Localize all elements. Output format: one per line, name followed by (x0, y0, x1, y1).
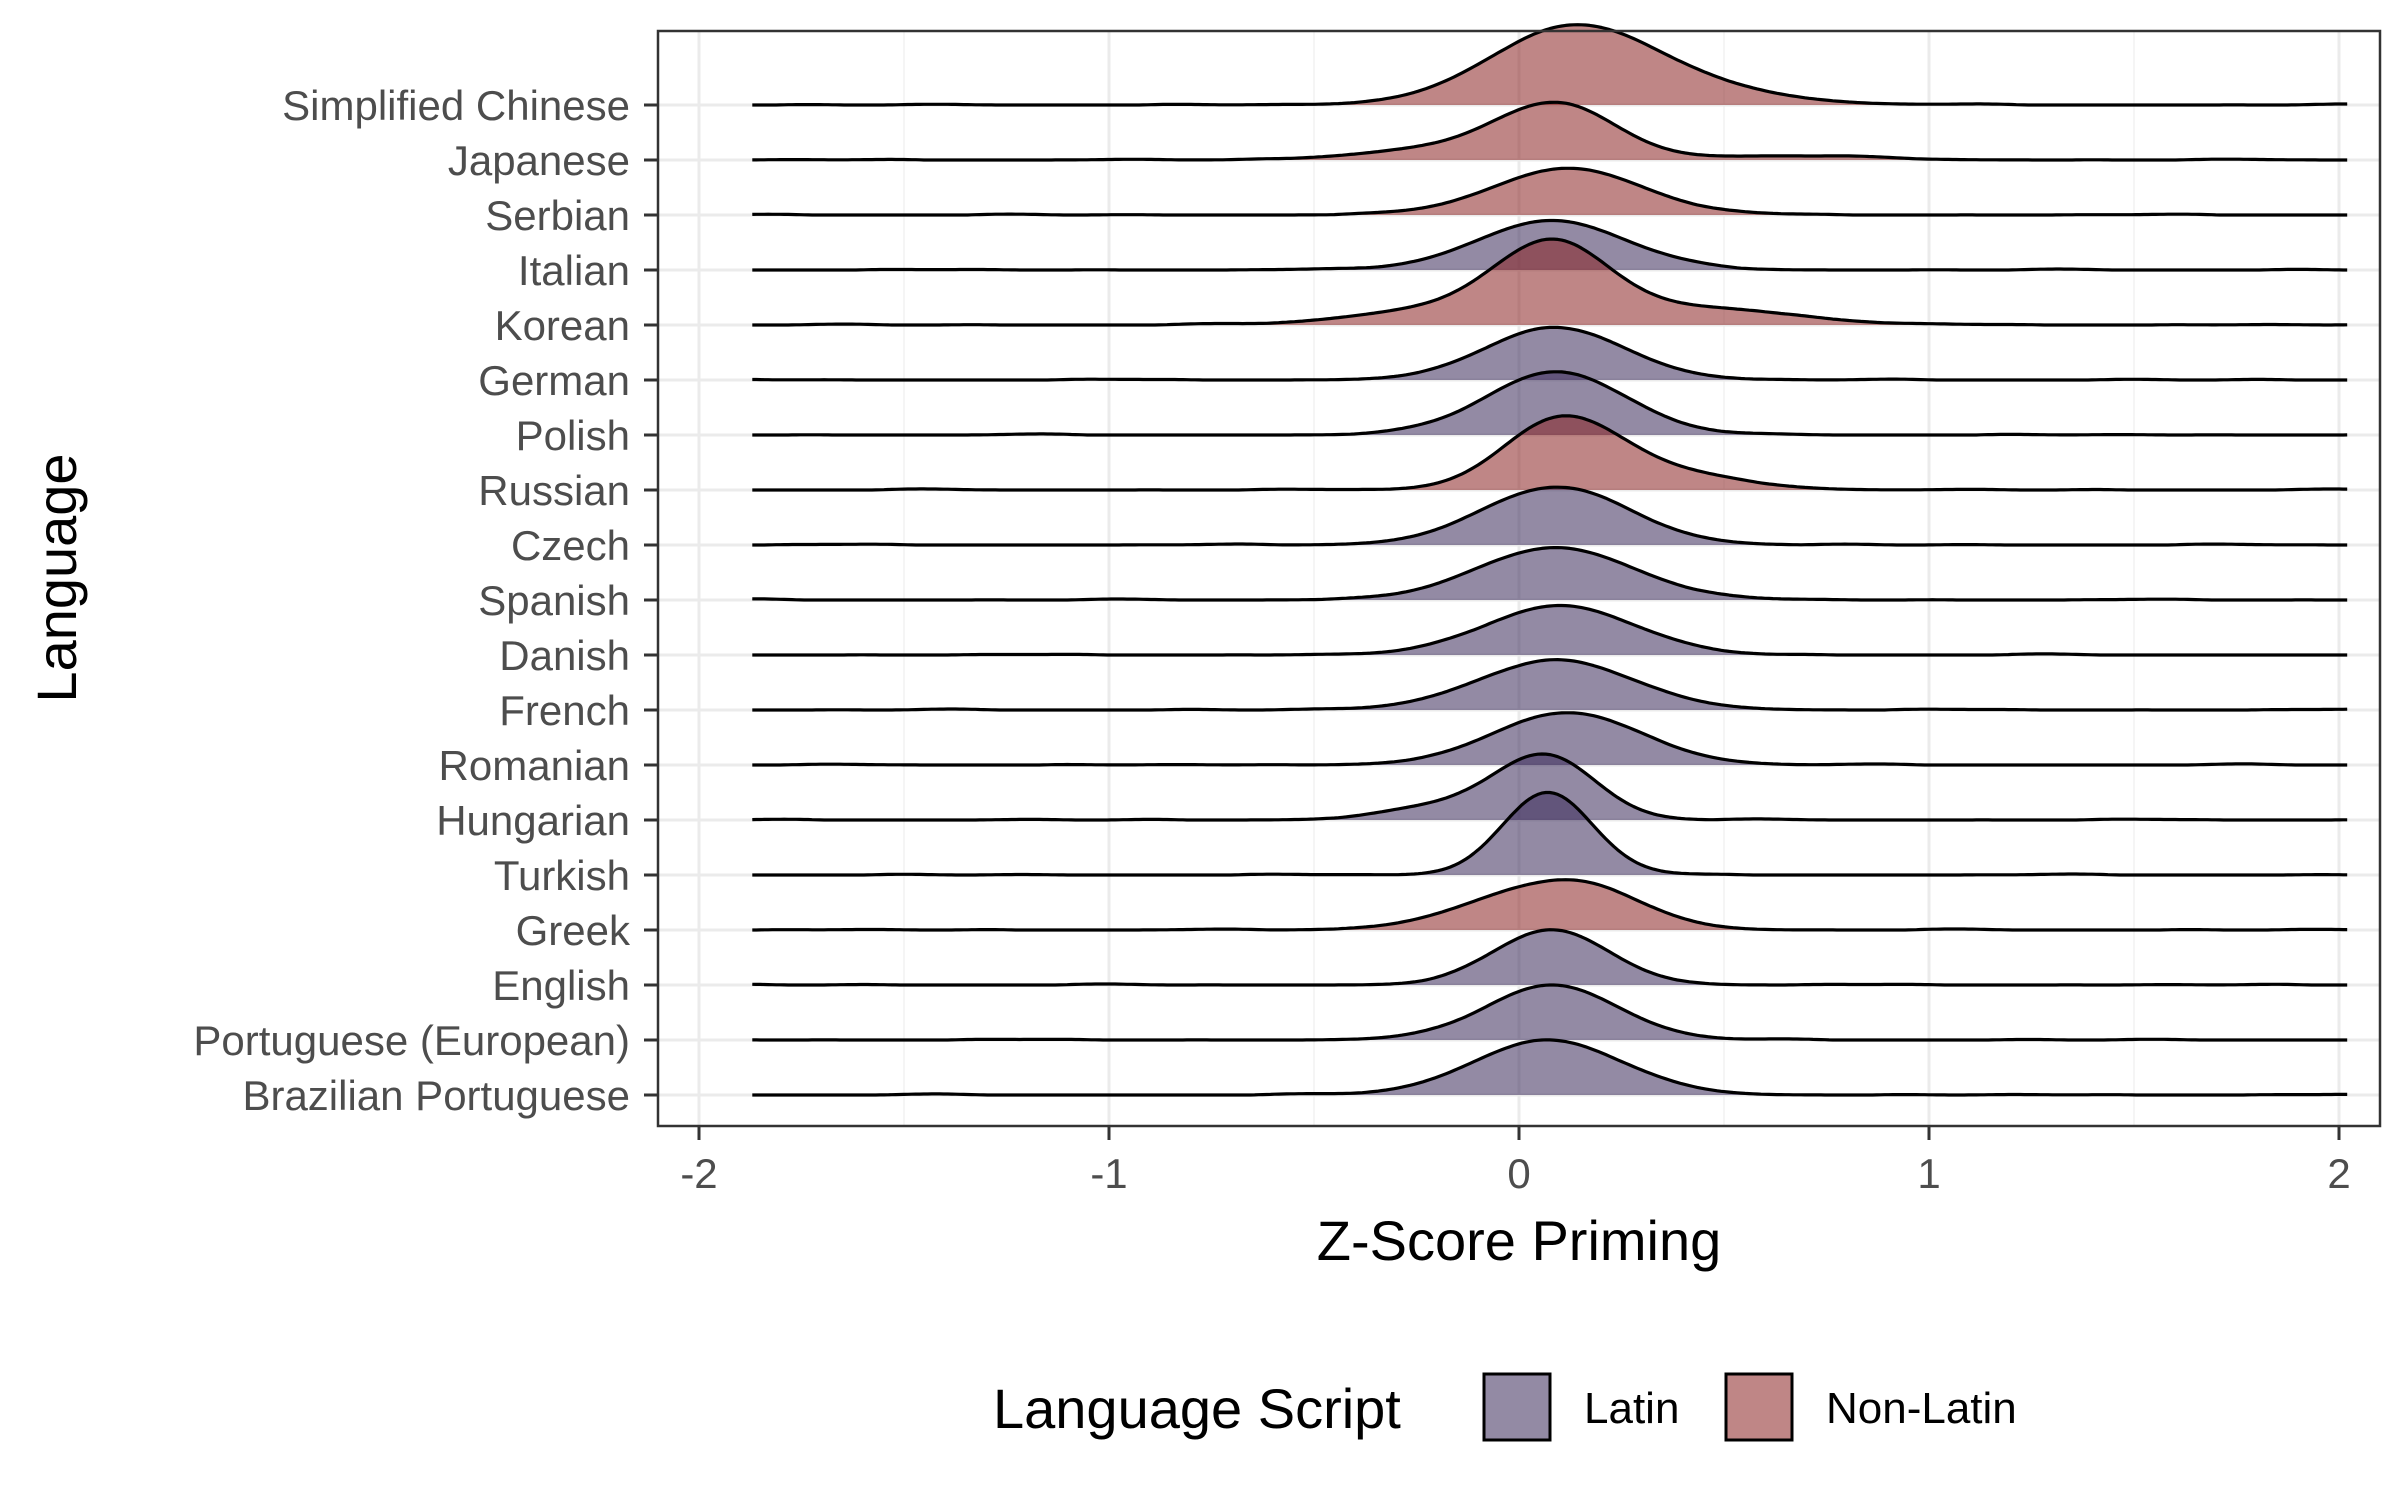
y-tick-label: Italian (518, 247, 630, 294)
y-tick-label: Hungarian (436, 797, 630, 844)
ridge-line (752, 603, 2348, 657)
ridge-fill (752, 102, 2348, 160)
ridge-line (752, 237, 2348, 327)
ridge-fill (752, 239, 2348, 325)
y-tick-label: Brazilian Portuguese (242, 1072, 630, 1119)
ridge-line (752, 23, 2348, 107)
y-tick-label: Simplified Chinese (282, 82, 630, 129)
ridge-line (752, 1038, 2348, 1097)
legend-label-non-latin: Non-Latin (1826, 1384, 2017, 1433)
y-tick-label: Greek (516, 907, 631, 954)
ridge-line (752, 878, 2348, 932)
ridge-fill (752, 754, 2348, 820)
ridge-fill (752, 879, 2348, 930)
ridge-fill (752, 929, 2348, 985)
ridge-fill (752, 659, 2348, 710)
x-tick-label: 1 (1917, 1150, 1940, 1197)
ridge-english (752, 928, 2348, 987)
ridge-turkish (752, 790, 2348, 877)
ridge-french (752, 658, 2348, 712)
ridge-japanese (752, 100, 2348, 162)
y-tick-label: German (478, 357, 630, 404)
ridge-line (752, 658, 2348, 712)
ridge-line (752, 325, 2348, 382)
ridge-fill (752, 168, 2348, 215)
ridge-fill (752, 371, 2348, 435)
y-axis: Simplified Chinese Japanese Serbian Italian… (193, 82, 658, 1119)
ridge-fill (752, 24, 2348, 106)
ridge-fill (752, 547, 2348, 600)
ridge-line (752, 790, 2348, 877)
y-tick-label: Polish (516, 412, 630, 459)
ridge-polish (752, 370, 2348, 437)
ridge-fill (752, 327, 2348, 380)
y-tick-label: Korean (495, 302, 630, 349)
ridge-german (752, 325, 2348, 382)
ridge-line (752, 100, 2348, 162)
ridge-fill (752, 487, 2348, 545)
ridge-line (752, 218, 2348, 272)
y-tick-label: French (499, 687, 630, 734)
y-tick-label: Danish (499, 632, 630, 679)
ridge-line (752, 485, 2348, 547)
ridge-fill (752, 712, 2348, 765)
ridge-fill (752, 605, 2348, 655)
x-axis-title: Z-Score Priming (1317, 1209, 1722, 1272)
ridge-line (752, 983, 2348, 1042)
ridge-romanian (752, 711, 2348, 767)
ridge-simplified-chinese (752, 23, 2348, 107)
ridge-korean (752, 237, 2348, 327)
y-tick-label: Portuguese (European) (193, 1017, 630, 1064)
ridge-fill (752, 415, 2348, 490)
ridge-line (752, 414, 2348, 492)
ridge-hungarian (752, 752, 2348, 822)
legend-key-non-latin (1724, 1372, 1794, 1442)
ridge-brazilian-portuguese (752, 1038, 2348, 1097)
ridge-russian (752, 414, 2348, 492)
ridge-line (752, 752, 2348, 822)
y-tick-label: Spanish (478, 577, 630, 624)
ridge-czech (752, 485, 2348, 547)
y-tick-label: Serbian (485, 192, 630, 239)
density-ridges (752, 23, 2348, 1097)
legend: Language Script Latin Non-Latin (993, 1372, 2017, 1442)
y-tick-label: Russian (478, 467, 630, 514)
legend-title: Language Script (993, 1377, 1401, 1440)
x-tick-label: -1 (1090, 1150, 1127, 1197)
ridge-line (752, 370, 2348, 437)
y-tick-label: Romanian (439, 742, 630, 789)
legend-key-latin (1482, 1372, 1552, 1442)
ridge-line (752, 711, 2348, 767)
ridge-fill (752, 792, 2348, 875)
ridge-fill (752, 1039, 2348, 1095)
ridge-danish (752, 603, 2348, 657)
legend-label-latin: Latin (1584, 1384, 1679, 1433)
x-tick-label: -2 (680, 1150, 717, 1197)
x-axis: -2 -1 0 1 2 (680, 1126, 2351, 1197)
y-tick-label: Turkish (494, 852, 630, 899)
y-tick-label: Czech (511, 522, 630, 569)
x-tick-label: 0 (1507, 1150, 1530, 1197)
ridge-line (752, 546, 2348, 602)
y-tick-label: Japanese (448, 137, 630, 184)
y-tick-label: English (492, 962, 630, 1009)
ridge-fill (752, 985, 2348, 1040)
ridge-serbian (752, 166, 2348, 217)
ridge-line (752, 928, 2348, 987)
ridge-portuguese-european- (752, 983, 2348, 1042)
y-axis-title: Language (25, 453, 88, 702)
ridge-spanish (752, 546, 2348, 602)
x-tick-label: 2 (2327, 1150, 2350, 1197)
ridge-greek (752, 878, 2348, 932)
ridge-line (752, 166, 2348, 217)
